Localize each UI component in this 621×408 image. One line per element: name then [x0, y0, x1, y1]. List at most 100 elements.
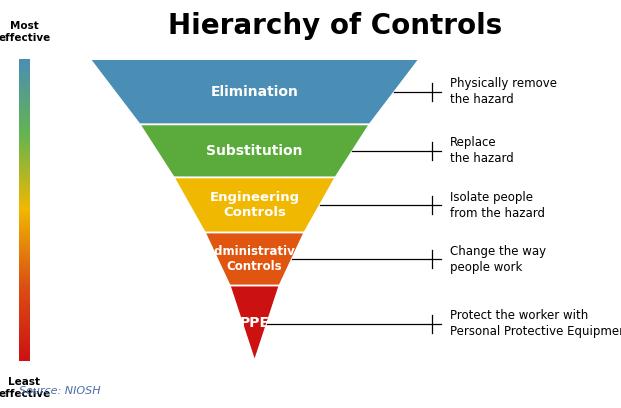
- Bar: [19, 164, 30, 166]
- Bar: [19, 184, 30, 186]
- Bar: [19, 255, 30, 256]
- Bar: [19, 212, 30, 214]
- Bar: [19, 142, 30, 144]
- Bar: [19, 293, 30, 295]
- Bar: [19, 266, 30, 268]
- Bar: [19, 307, 30, 309]
- Bar: [19, 271, 30, 273]
- Bar: [19, 111, 30, 113]
- Bar: [19, 91, 30, 93]
- Bar: [19, 222, 30, 224]
- Bar: [19, 204, 30, 206]
- Bar: [19, 347, 30, 349]
- Bar: [19, 59, 30, 61]
- Bar: [19, 182, 30, 184]
- Bar: [19, 299, 30, 301]
- Bar: [19, 95, 30, 98]
- Bar: [19, 297, 30, 299]
- Bar: [19, 166, 30, 168]
- Bar: [19, 162, 30, 164]
- Bar: [19, 246, 30, 248]
- Bar: [19, 224, 30, 226]
- Bar: [19, 335, 30, 337]
- Bar: [19, 238, 30, 240]
- Text: Most
effective: Most effective: [0, 21, 50, 43]
- Bar: [19, 102, 30, 104]
- Bar: [19, 325, 30, 327]
- Bar: [19, 100, 30, 102]
- Polygon shape: [90, 59, 419, 124]
- Bar: [19, 260, 30, 262]
- Bar: [19, 353, 30, 355]
- Bar: [19, 174, 30, 176]
- Bar: [19, 176, 30, 178]
- Bar: [19, 279, 30, 281]
- Bar: [19, 268, 30, 271]
- Bar: [19, 343, 30, 345]
- Bar: [19, 186, 30, 188]
- Bar: [19, 93, 30, 95]
- Text: Change the way
people work: Change the way people work: [450, 244, 546, 274]
- Bar: [19, 105, 30, 107]
- Bar: [19, 120, 30, 122]
- Bar: [19, 83, 30, 85]
- Bar: [19, 226, 30, 228]
- Bar: [19, 240, 30, 242]
- Polygon shape: [205, 233, 304, 286]
- Bar: [19, 118, 30, 120]
- Text: Replace
the hazard: Replace the hazard: [450, 136, 514, 166]
- Bar: [19, 359, 30, 361]
- Text: Source: NIOSH: Source: NIOSH: [19, 386, 100, 396]
- Bar: [19, 258, 30, 260]
- Bar: [19, 115, 30, 118]
- Bar: [19, 140, 30, 142]
- Bar: [19, 152, 30, 154]
- Bar: [19, 81, 30, 83]
- Bar: [19, 351, 30, 353]
- Bar: [19, 156, 30, 158]
- Bar: [19, 244, 30, 246]
- Bar: [19, 71, 30, 73]
- Bar: [19, 216, 30, 218]
- Bar: [19, 214, 30, 216]
- Bar: [19, 349, 30, 351]
- Bar: [19, 134, 30, 135]
- Bar: [19, 77, 30, 79]
- Bar: [19, 232, 30, 234]
- Bar: [19, 160, 30, 162]
- Bar: [19, 228, 30, 230]
- Bar: [19, 137, 30, 140]
- Bar: [19, 200, 30, 202]
- Bar: [19, 357, 30, 359]
- Bar: [19, 277, 30, 279]
- Bar: [19, 135, 30, 137]
- Bar: [19, 188, 30, 190]
- Polygon shape: [174, 177, 335, 233]
- Bar: [19, 285, 30, 286]
- Bar: [19, 170, 30, 172]
- Bar: [19, 192, 30, 194]
- Bar: [19, 248, 30, 251]
- Bar: [19, 124, 30, 126]
- Bar: [19, 206, 30, 208]
- Bar: [19, 89, 30, 91]
- Bar: [19, 208, 30, 210]
- Polygon shape: [230, 286, 279, 361]
- Bar: [19, 168, 30, 170]
- Text: Hierarchy of Controls: Hierarchy of Controls: [168, 12, 502, 40]
- Bar: [19, 69, 30, 71]
- Bar: [19, 61, 30, 63]
- Bar: [19, 150, 30, 152]
- Bar: [19, 273, 30, 275]
- Bar: [19, 331, 30, 333]
- Bar: [19, 337, 30, 339]
- Bar: [19, 178, 30, 180]
- Bar: [19, 132, 30, 134]
- Bar: [19, 286, 30, 288]
- Bar: [19, 190, 30, 192]
- Bar: [19, 75, 30, 77]
- Bar: [19, 146, 30, 148]
- Bar: [19, 65, 30, 67]
- Bar: [19, 313, 30, 315]
- Text: PPE: PPE: [240, 316, 270, 330]
